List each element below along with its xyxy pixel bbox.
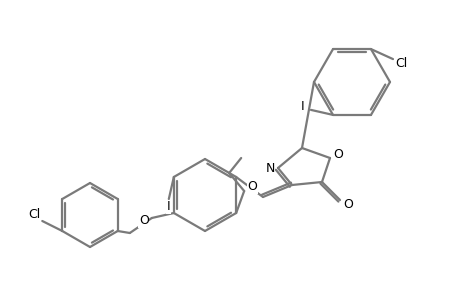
Text: O: O [139, 214, 148, 227]
Text: Cl: Cl [394, 57, 406, 70]
Text: I: I [167, 200, 170, 214]
Text: O: O [342, 197, 352, 211]
Text: I: I [301, 100, 304, 113]
Text: O: O [332, 148, 342, 161]
Text: Cl: Cl [28, 208, 40, 221]
Text: N: N [265, 161, 274, 175]
Text: O: O [246, 181, 257, 194]
